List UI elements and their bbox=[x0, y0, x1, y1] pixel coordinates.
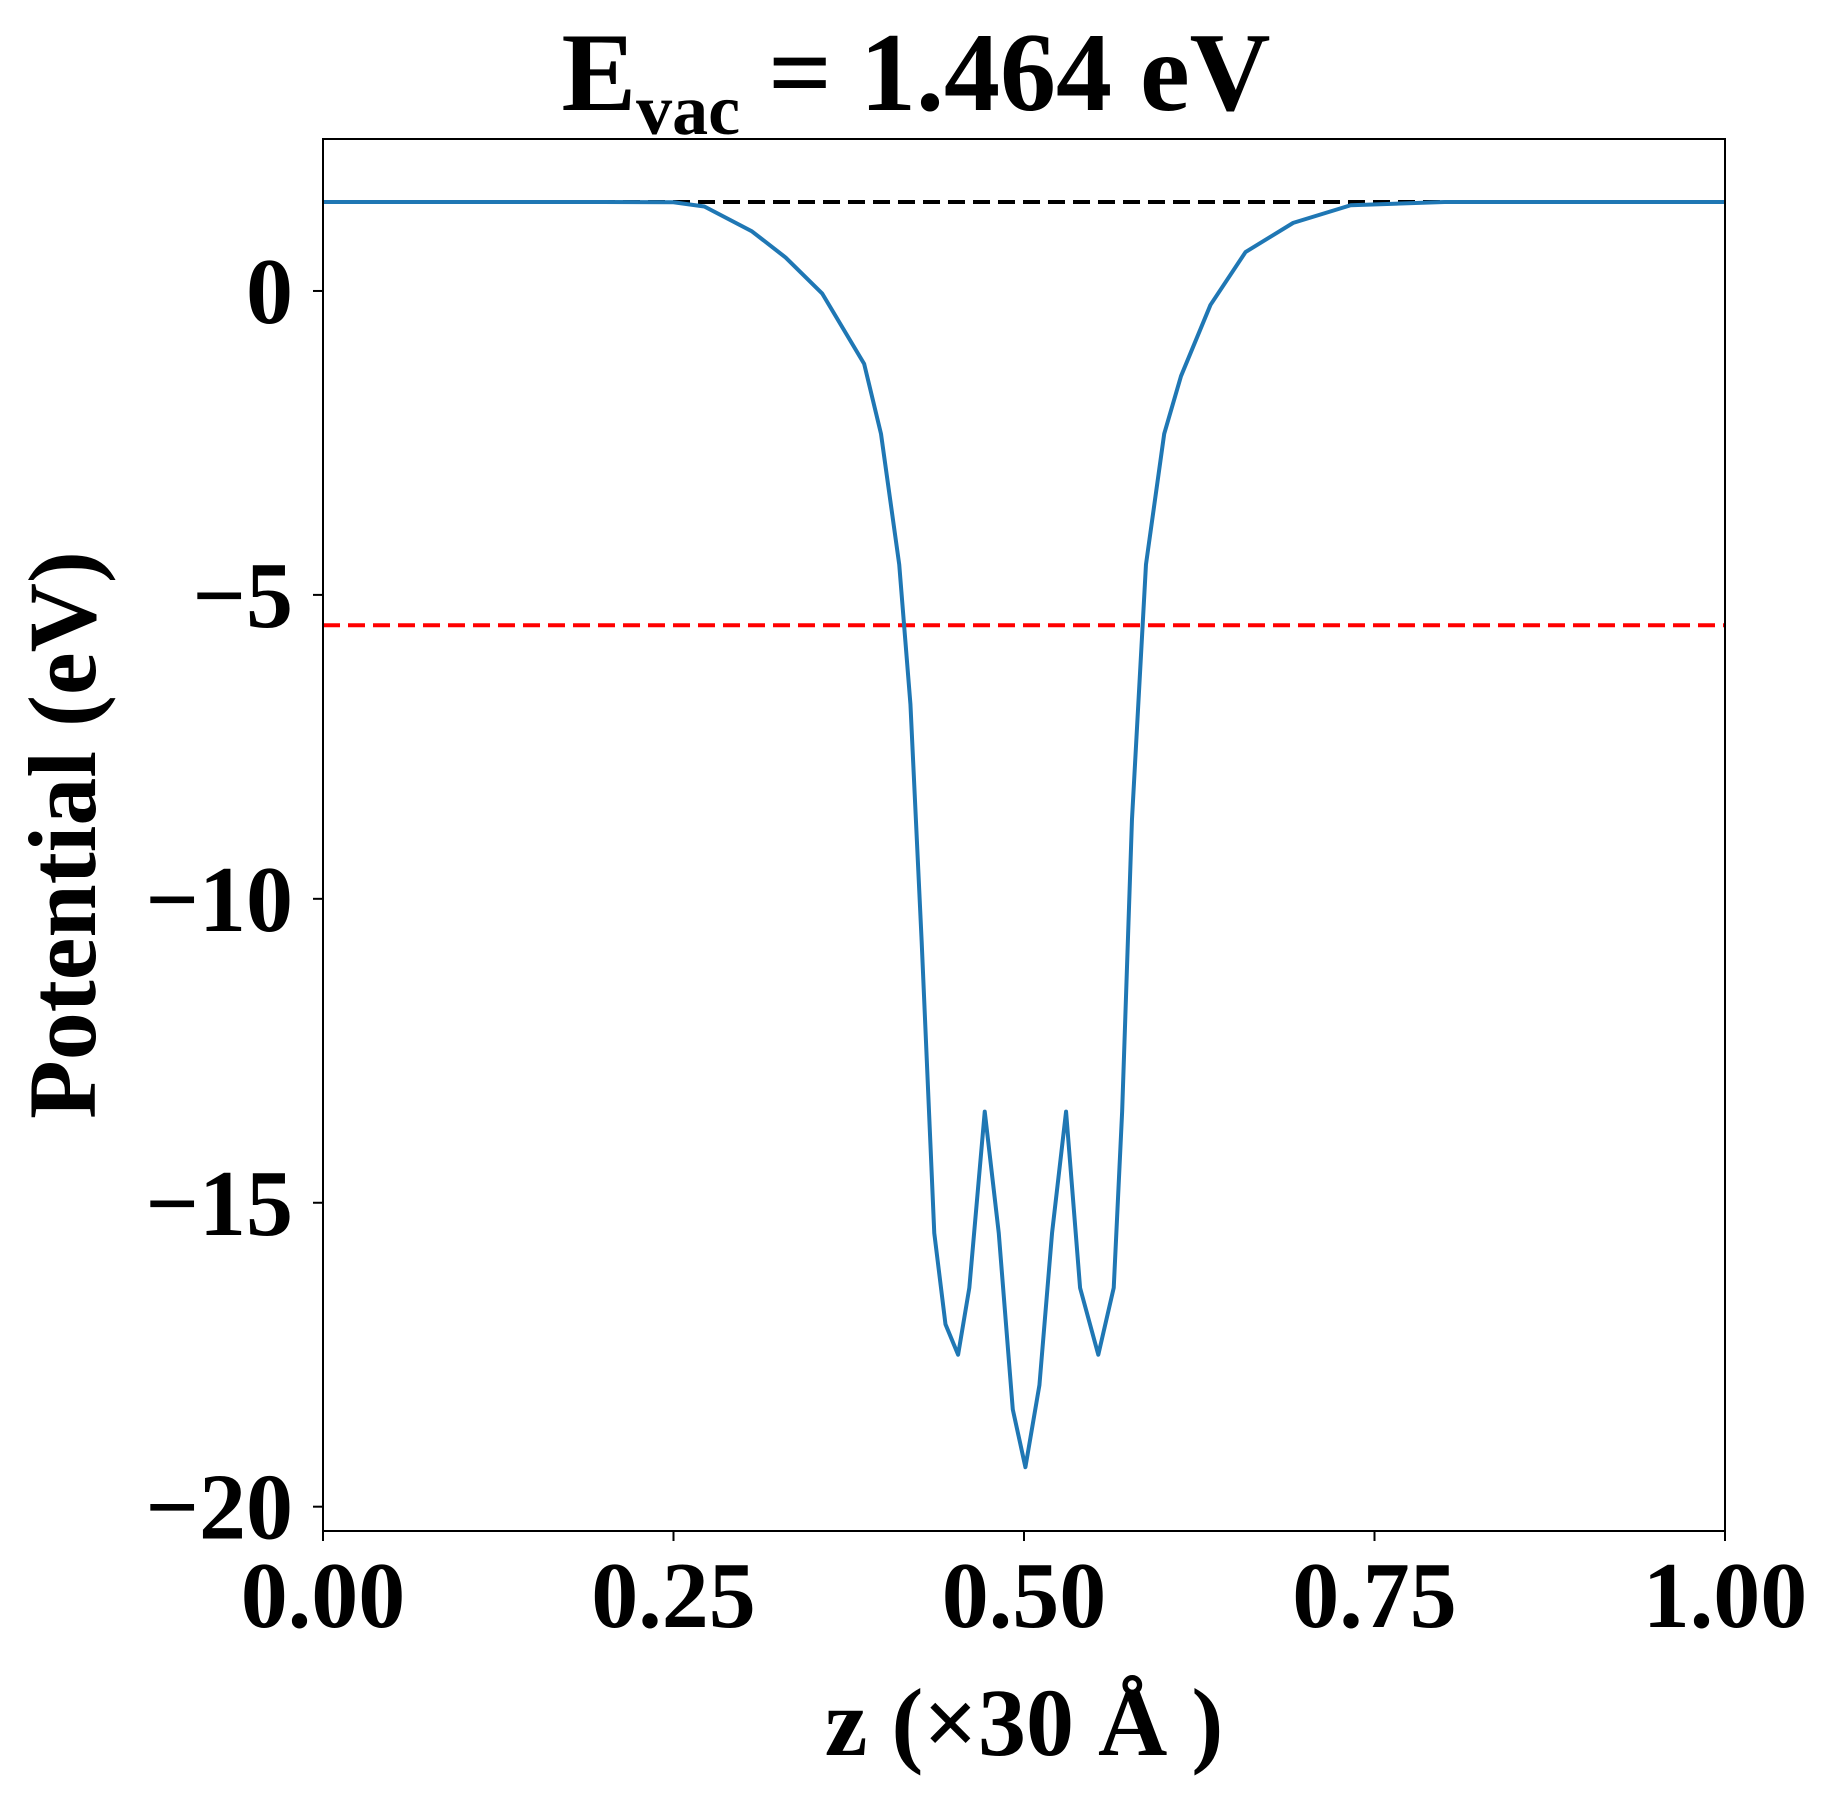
title-rest: = 1.464 eV bbox=[768, 11, 1270, 135]
title-main: E bbox=[561, 11, 636, 135]
x-tick-label: 0.25 bbox=[591, 1544, 756, 1648]
chart-title: Evac = 1.464 eV bbox=[561, 11, 1270, 150]
y-axis-label: Potential (eV) bbox=[9, 551, 116, 1119]
x-tick-label: 1.00 bbox=[1643, 1544, 1808, 1648]
plot-frame bbox=[322, 138, 1726, 1532]
y-tick-label: −20 bbox=[145, 1456, 293, 1560]
y-tick-label: −10 bbox=[145, 848, 293, 952]
y-tick-label: 0 bbox=[246, 240, 293, 344]
x-tick-label: 0.00 bbox=[241, 1544, 406, 1648]
x-tick-label: 0.75 bbox=[1292, 1544, 1457, 1648]
y-tick-label: −15 bbox=[145, 1152, 293, 1256]
x-tick-label: 0.50 bbox=[942, 1544, 1107, 1648]
title-subscript: vac bbox=[636, 70, 740, 150]
x-axis-label: z (×30 Å ) bbox=[825, 1669, 1224, 1776]
y-tick-label: −5 bbox=[192, 544, 293, 648]
data-line bbox=[323, 199, 1725, 1470]
